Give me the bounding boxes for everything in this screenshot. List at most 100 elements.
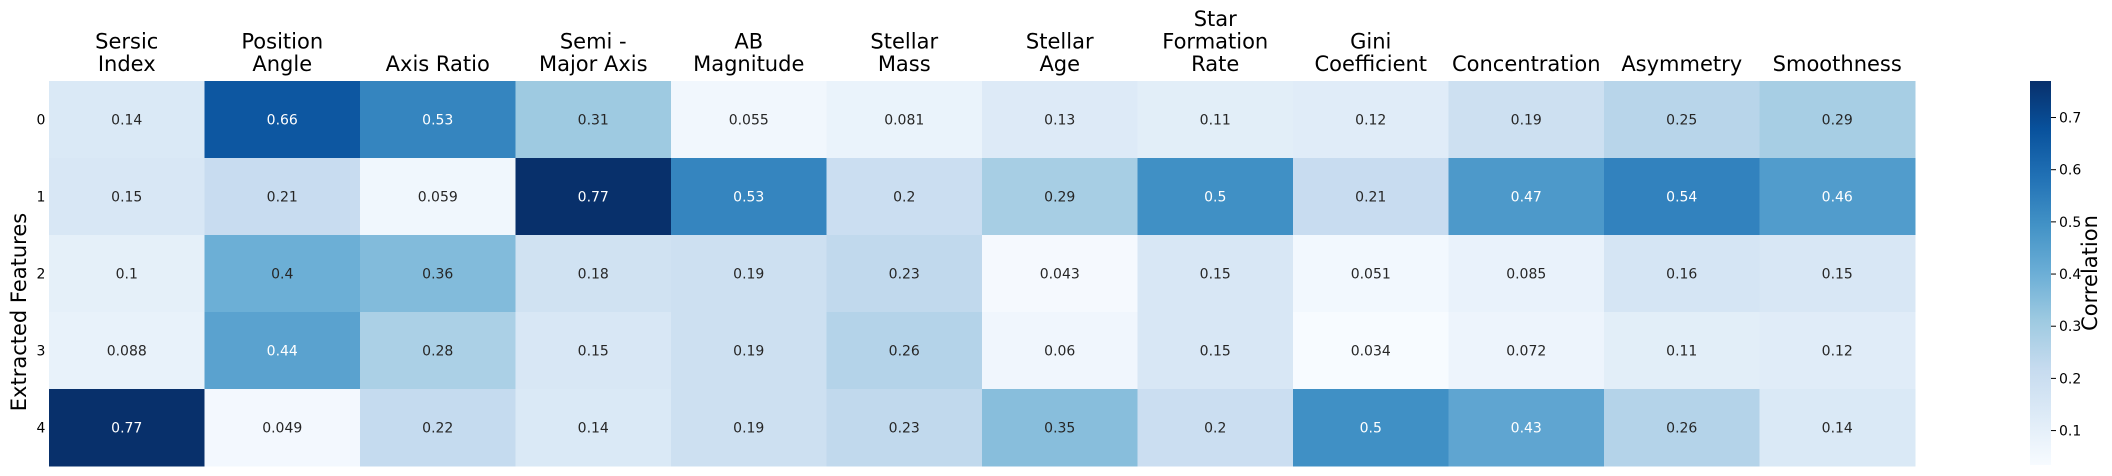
column-labels: Sersic Index Position Angle Axis Ratio Semi -… bbox=[95, 7, 1902, 76]
heatmap-cell bbox=[1448, 235, 1605, 313]
heatmap-cell bbox=[49, 312, 205, 390]
cell-value-label: 0.31 bbox=[578, 113, 609, 129]
colorbar-tick-label: 0.5 bbox=[2059, 215, 2081, 231]
column-label: Stellar Mass bbox=[870, 30, 938, 77]
heatmap-cell bbox=[1137, 158, 1294, 236]
cell-value-label: 0.26 bbox=[1666, 421, 1697, 437]
heatmap-cell bbox=[1448, 81, 1605, 159]
heatmap-cell bbox=[1137, 235, 1294, 313]
heatmap-cell bbox=[1448, 158, 1605, 236]
heatmap-cell bbox=[982, 312, 1138, 390]
cell-value-label: 0.19 bbox=[1511, 113, 1542, 129]
row-label: 0 bbox=[37, 113, 46, 129]
cell-value-label: 0.051 bbox=[1351, 267, 1391, 283]
cell-value-label: 0.28 bbox=[422, 344, 453, 360]
heatmap-cell bbox=[982, 235, 1138, 313]
colorbar bbox=[2030, 81, 2051, 465]
colorbar-tick-label: 0.7 bbox=[2059, 111, 2081, 127]
heatmap-cell bbox=[515, 389, 672, 467]
cell-value-label: 0.19 bbox=[733, 267, 764, 283]
heatmap-cell bbox=[1604, 81, 1760, 159]
cell-value-label: 0.18 bbox=[578, 267, 609, 283]
column-label: Position Angle bbox=[241, 30, 323, 77]
heatmap-cell bbox=[1604, 235, 1760, 313]
cell-value-label: 0.2 bbox=[893, 190, 915, 206]
colorbar-ticks: 0.1 0.2 0.3 0.4 0.5 0.6 0.7 bbox=[2051, 111, 2081, 440]
heatmap-cell bbox=[204, 81, 361, 159]
heatmap-cell bbox=[1759, 235, 1916, 313]
heatmap-cell bbox=[826, 235, 983, 313]
column-label: Concentration bbox=[1452, 52, 1601, 76]
heatmap-cell bbox=[671, 312, 827, 390]
cell-value-label: 0.53 bbox=[422, 113, 453, 129]
colorbar-tick-label: 0.3 bbox=[2059, 319, 2081, 335]
cell-value-label: 0.29 bbox=[1822, 113, 1853, 129]
heatmap-cell bbox=[360, 312, 516, 390]
cell-value-label: 0.12 bbox=[1822, 344, 1853, 360]
cell-value-label: 0.088 bbox=[107, 344, 147, 360]
cell-value-label: 0.049 bbox=[262, 421, 302, 437]
heatmap-cell bbox=[1137, 312, 1294, 390]
heatmap-cell bbox=[1604, 312, 1760, 390]
heatmap-cell bbox=[671, 81, 827, 159]
row-label: 4 bbox=[37, 421, 46, 437]
column-label: Semi -Major Axis bbox=[539, 30, 648, 77]
heatmap-cell bbox=[360, 158, 516, 236]
cell-value-label: 0.26 bbox=[889, 344, 920, 360]
cell-value-label: 0.25 bbox=[1666, 113, 1697, 129]
heatmap-cell bbox=[1293, 158, 1449, 236]
heatmap-cell bbox=[982, 81, 1138, 159]
cell-value-label: 0.034 bbox=[1351, 344, 1391, 360]
cell-value-label: 0.43 bbox=[1511, 421, 1542, 437]
cell-value-label: 0.15 bbox=[111, 190, 142, 206]
heatmap-cell bbox=[515, 158, 672, 236]
cell-value-label: 0.15 bbox=[1200, 344, 1231, 360]
row-label: 3 bbox=[37, 344, 46, 360]
cell-value-label: 0.11 bbox=[1666, 344, 1697, 360]
heatmap-cell bbox=[1293, 235, 1449, 313]
heatmap-cell bbox=[204, 312, 361, 390]
heatmap-cell bbox=[671, 389, 827, 467]
cell-value-label: 0.29 bbox=[1044, 190, 1075, 206]
y-axis-title: Extracted Features bbox=[7, 213, 31, 411]
cell-value-label: 0.5 bbox=[1360, 421, 1382, 437]
column-label: Axis Ratio bbox=[386, 52, 490, 76]
heatmap-cell bbox=[1759, 312, 1916, 390]
cell-value-label: 0.16 bbox=[1666, 267, 1697, 283]
heatmap-cell bbox=[1604, 389, 1760, 467]
heatmap-cell bbox=[49, 158, 205, 236]
colorbar-label: Correlation bbox=[2078, 215, 2102, 331]
cell-value-label: 0.14 bbox=[578, 421, 609, 437]
heatmap-cell bbox=[515, 235, 672, 313]
column-label: Smoothness bbox=[1773, 52, 1902, 76]
cell-value-label: 0.19 bbox=[733, 344, 764, 360]
heatmap-cell bbox=[826, 158, 983, 236]
cell-value-label: 0.46 bbox=[1822, 190, 1853, 206]
heatmap-cell bbox=[49, 235, 205, 313]
cell-value-label: 0.13 bbox=[1044, 113, 1075, 129]
heatmap-cell bbox=[204, 389, 361, 467]
row-labels: 0 1 2 3 4 bbox=[37, 113, 46, 437]
cell-value-label: 0.14 bbox=[1822, 421, 1853, 437]
cell-value-label: 0.2 bbox=[1204, 421, 1226, 437]
heatmap-cell bbox=[1137, 389, 1294, 467]
cell-value-label: 0.12 bbox=[1355, 113, 1386, 129]
cell-value-label: 0.53 bbox=[733, 190, 764, 206]
cell-value-label: 0.14 bbox=[111, 113, 142, 129]
colorbar-tick-label: 0.2 bbox=[2059, 371, 2081, 387]
cell-value-label: 0.059 bbox=[418, 190, 458, 206]
row-label: 1 bbox=[37, 190, 46, 206]
column-label: Gini Coefficient bbox=[1314, 30, 1427, 77]
cell-value-label: 0.23 bbox=[889, 421, 920, 437]
heatmap-cell bbox=[982, 389, 1138, 467]
cell-value-label: 0.06 bbox=[1044, 344, 1075, 360]
heatmap-cell bbox=[204, 158, 361, 236]
cell-value-label: 0.055 bbox=[729, 113, 769, 129]
heatmap-cell bbox=[360, 389, 516, 467]
column-label: Asymmetry bbox=[1621, 52, 1742, 76]
cell-value-label: 0.043 bbox=[1040, 267, 1080, 283]
heatmap-cell bbox=[360, 81, 516, 159]
heatmap-cell bbox=[1293, 81, 1449, 159]
column-label: Sersic Index bbox=[95, 30, 158, 77]
heatmap-cell bbox=[49, 81, 205, 159]
